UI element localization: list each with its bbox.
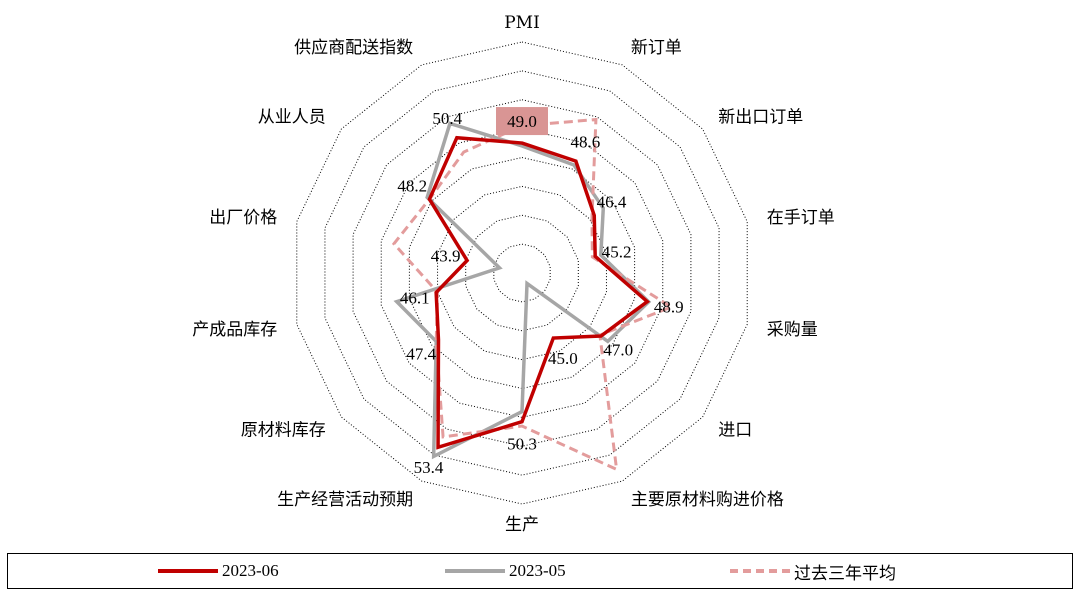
axis-label: 主要原材料购进价格 [631,490,784,510]
data-label: 45.2 [602,242,632,261]
axis-label: 生产经营活动预期 [277,490,413,510]
data-label: 45.0 [548,349,578,368]
data-labels: 49.0 48.6 46.4 45.2 48.9 47.0 45.0 50.3 53.4 47.4… [397,107,684,477]
series-line [391,117,675,472]
axis-label: 从业人员 [258,108,326,128]
grid-ring [437,185,607,361]
highlight-box [496,107,548,136]
axis-label: 原材料库存 [241,420,326,440]
axis-label: 采购量 [767,320,818,340]
data-label: 48.9 [654,297,684,316]
axis-label: 产成品库存 [192,320,277,340]
data-label: 47.0 [603,341,633,360]
axis-label: 新出口订单 [718,108,803,128]
axis-label: PMI [504,13,540,33]
data-label: 48.6 [571,132,601,151]
data-label: 46.4 [597,193,627,212]
data-label: 50.3 [507,435,537,454]
series-line [393,121,652,460]
data-label: 48.2 [397,176,427,195]
axis-label: 出厂价格 [209,208,277,228]
series-lines [391,117,675,472]
axis-label: 进口 [718,420,752,440]
axis-label: 生产 [505,515,539,535]
legend-item-average: 过去三年平均 [730,560,896,583]
data-label: 47.4 [406,344,436,363]
legend-swatch [445,569,505,573]
legend-item-2023-05: 2023-05 [445,560,566,582]
axis-label: 供应商配送指数 [294,38,413,58]
legend-label: 2023-05 [509,561,566,580]
data-label: 49.0 [507,112,537,131]
legend-label: 过去三年平均 [794,563,896,583]
axis-label: 在手订单 [767,208,835,228]
axis-label: 新订单 [631,38,682,58]
data-label: 43.9 [431,247,461,266]
data-label: 53.4 [414,458,444,477]
legend-item-2023-06: 2023-06 [158,560,279,582]
data-label: 50.4 [432,109,462,128]
legend: 2023-06 2023-05 过去三年平均 [7,553,1073,589]
legend-label: 2023-06 [222,561,279,580]
series-line [427,135,651,450]
data-label: 46.1 [400,288,430,307]
legend-swatch [158,569,218,573]
legend-swatch [730,569,790,573]
